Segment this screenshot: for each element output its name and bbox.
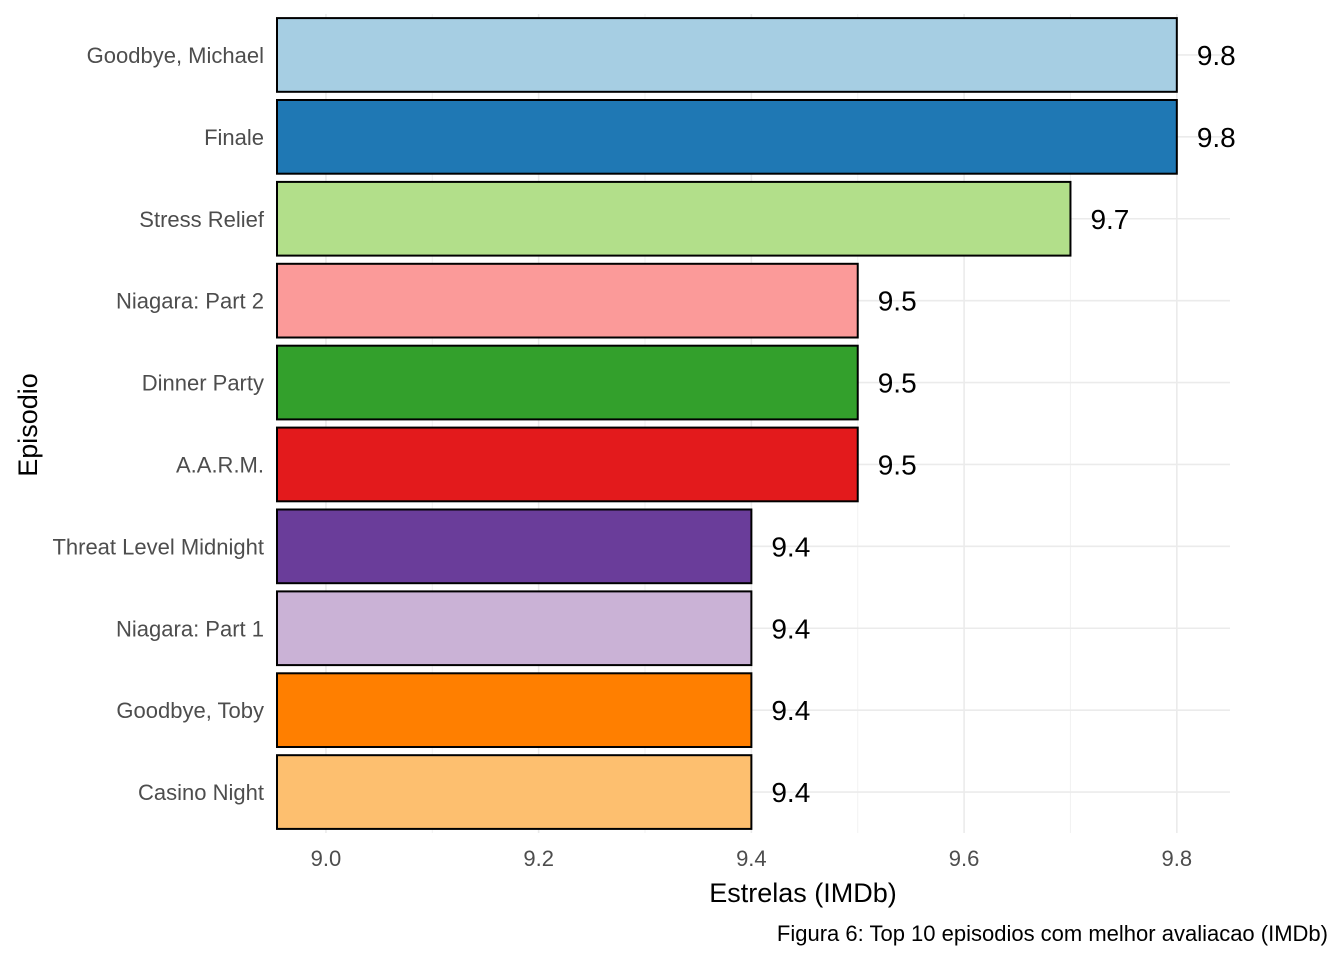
bar-value-label: 9.4: [771, 777, 810, 808]
x-axis-title: Estrelas (IMDb): [709, 878, 897, 908]
bar-value-label: 9.5: [878, 449, 917, 480]
x-tick-label: 9.4: [736, 846, 767, 871]
category-label: A.A.R.M.: [176, 452, 264, 477]
bars: [276, 17, 1178, 830]
bar-value-label: 9.8: [1197, 122, 1236, 153]
bar: [276, 590, 753, 667]
bar-value-label: 9.5: [878, 368, 917, 399]
category-label: Goodbye, Toby: [116, 698, 264, 723]
category-labels: Goodbye, Michael Finale Stress Relief Niaga…: [52, 43, 264, 805]
category-label: Finale: [204, 125, 264, 150]
bar: [276, 426, 859, 503]
bar-value-label: 9.4: [771, 531, 810, 562]
bar-value-label: 9.7: [1090, 204, 1129, 235]
bar-value-label: 9.4: [771, 613, 810, 644]
bar-value-label: 9.5: [878, 286, 917, 317]
figure-caption: Figura 6: Top 10 episodios com melhor av…: [777, 921, 1328, 946]
category-label: Dinner Party: [142, 371, 264, 396]
category-label: Stress Relief: [139, 207, 265, 232]
bar: [276, 17, 1178, 93]
x-tick-label: 9.6: [949, 846, 980, 871]
bar-value-label: 9.8: [1197, 40, 1236, 71]
category-label: Casino Night: [138, 780, 264, 805]
bar: [276, 508, 753, 585]
bar: [276, 262, 859, 339]
bar: [276, 672, 753, 749]
bar: [276, 180, 1072, 257]
x-tick-label: 9.2: [523, 846, 554, 871]
x-tick-label: 9.0: [311, 846, 342, 871]
bar: [276, 754, 753, 830]
value-labels: 9.8 9.8 9.7 9.5 9.5 9.5 9.4 9.4 9.4 9.4: [771, 40, 1235, 808]
category-label: Niagara: Part 2: [116, 289, 264, 314]
category-label: Niagara: Part 1: [116, 616, 264, 641]
category-label: Threat Level Midnight: [52, 534, 264, 559]
bar: [276, 98, 1178, 175]
y-axis-title: Episodio: [13, 373, 43, 477]
x-tick-labels: 9.0 9.2 9.4 9.6 9.8: [311, 846, 1192, 871]
bar: [276, 344, 859, 421]
category-label: Goodbye, Michael: [87, 43, 264, 68]
bar-value-label: 9.4: [771, 695, 810, 726]
x-tick-label: 9.8: [1162, 846, 1193, 871]
